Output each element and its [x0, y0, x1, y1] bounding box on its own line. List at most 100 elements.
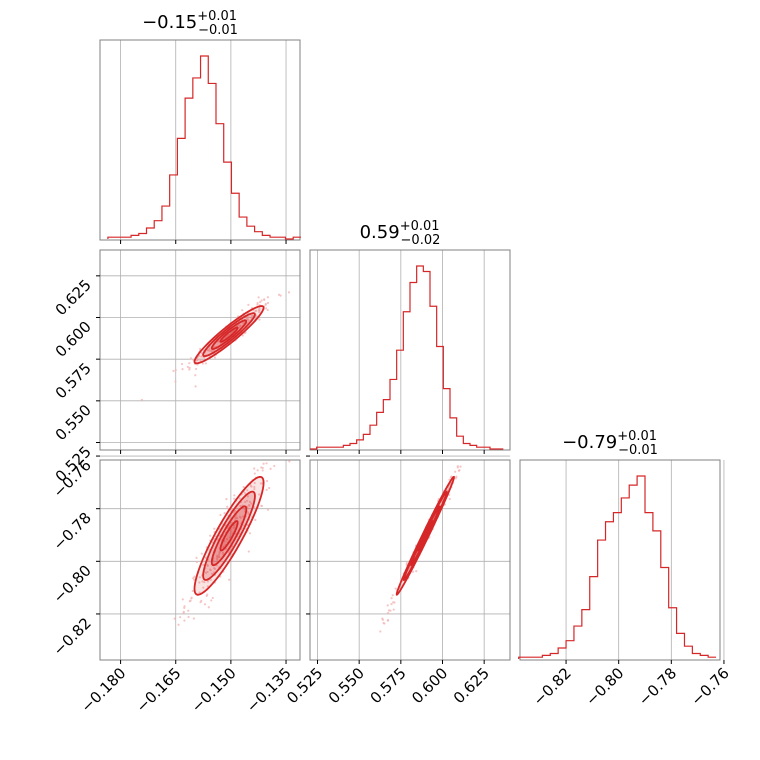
histogram-bar: [457, 436, 464, 449]
x-tick-label: −0.82: [530, 664, 575, 709]
sample-point: [448, 497, 451, 501]
sample-point: [239, 516, 242, 519]
histogram-0: [107, 55, 301, 240]
histogram-bar: [423, 271, 430, 449]
sample-point: [200, 355, 203, 358]
sample-point: [386, 619, 390, 622]
histogram-step-line: [310, 265, 504, 450]
sample-point: [247, 303, 250, 306]
histogram-1: [310, 265, 504, 450]
y-tick-label: −0.80: [50, 561, 95, 606]
x-tick-label: 0.600: [408, 664, 451, 707]
sample-point: [198, 581, 201, 584]
sample-point: [219, 513, 222, 517]
sample-point: [195, 556, 198, 560]
sample-point: [287, 291, 291, 294]
sample-point: [209, 578, 212, 581]
histogram-bar: [613, 513, 621, 659]
contour-level: [202, 312, 256, 358]
sample-point: [198, 591, 201, 594]
contour-1-frame: [99, 459, 301, 661]
histogram-bar: [645, 513, 653, 659]
contour-0-frame: [99, 249, 301, 451]
sample-point: [182, 610, 185, 613]
sample-point: [188, 366, 191, 369]
panel-title-0: −0.15+0.01 −0.01: [142, 9, 238, 38]
sample-point: [189, 357, 193, 360]
sample-point: [241, 334, 244, 337]
histogram-bar: [550, 654, 558, 659]
contour-panel-1: [173, 460, 291, 626]
sample-point: [386, 611, 390, 615]
sample-point: [277, 293, 281, 296]
sample-point: [246, 495, 250, 498]
y-tick-label: 0.625: [52, 276, 95, 319]
sample-point: [183, 619, 186, 622]
sample-point: [174, 380, 177, 383]
sample-point: [245, 499, 249, 502]
sample-point: [265, 488, 268, 491]
sample-point: [188, 600, 191, 603]
histogram-bar: [162, 206, 170, 239]
sample-point: [202, 586, 205, 589]
sample-point: [190, 596, 193, 599]
sample-point: [256, 469, 259, 472]
sample-point: [199, 347, 202, 351]
sample-point: [200, 552, 203, 555]
sample-point: [194, 385, 197, 388]
sample-point: [454, 470, 457, 473]
histogram-2: [518, 475, 717, 659]
sample-point: [180, 362, 184, 366]
sample-point: [391, 594, 394, 597]
sample-point: [253, 485, 256, 489]
sample-point: [382, 621, 385, 625]
sample-point: [187, 609, 190, 612]
sample-point: [379, 630, 382, 633]
sample-point: [250, 314, 254, 318]
sample-point: [248, 500, 252, 503]
sample-point: [192, 617, 195, 620]
y-tick-label: 0.575: [52, 359, 95, 402]
sample-point: [204, 571, 208, 574]
sample-point: [241, 309, 244, 312]
histogram-step-line: [518, 475, 717, 659]
sample-point: [244, 500, 247, 504]
sample-point: [258, 309, 261, 312]
sample-point: [221, 551, 225, 554]
sample-point: [203, 603, 207, 606]
histogram-bar: [582, 610, 590, 659]
histogram-bar: [574, 626, 582, 659]
histogram-bar: [677, 633, 685, 659]
sample-point: [266, 296, 270, 299]
sample-point: [172, 369, 175, 373]
sample-point: [260, 466, 263, 469]
sample-point: [193, 575, 196, 578]
histogram-bar: [255, 232, 263, 239]
sample-point: [455, 475, 458, 478]
sample-point: [200, 599, 203, 602]
histogram-bar: [684, 646, 692, 659]
sample-point: [173, 617, 176, 620]
contour-panel-0: [140, 291, 291, 401]
sample-point: [257, 296, 260, 299]
sample-point: [207, 606, 210, 609]
sample-point: [211, 349, 214, 352]
histogram-bar: [193, 78, 201, 239]
hist-1-frame: [309, 249, 511, 451]
sample-point: [215, 557, 219, 560]
sample-point: [183, 606, 186, 610]
sample-point: [174, 368, 177, 372]
histogram-bar: [170, 175, 178, 239]
histogram-bar: [417, 266, 424, 449]
x-tick-label: −0.80: [582, 664, 627, 709]
sample-point: [392, 601, 395, 604]
sample-point: [258, 318, 261, 321]
sample-point: [209, 534, 212, 537]
sample-point: [186, 365, 189, 369]
sample-point: [390, 603, 393, 606]
sample-point: [390, 597, 393, 600]
sample-point: [257, 493, 261, 496]
sample-point: [210, 599, 213, 602]
histogram-bar: [598, 540, 606, 659]
sample-point: [209, 569, 212, 572]
